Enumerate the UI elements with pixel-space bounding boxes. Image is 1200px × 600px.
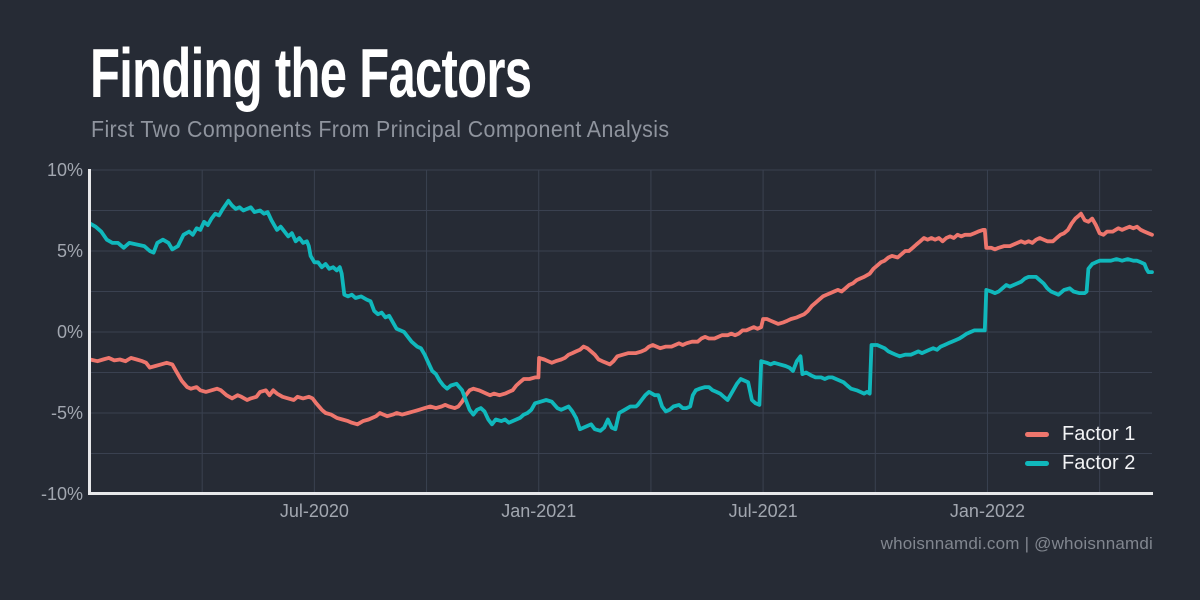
y-axis-tick-label: 10% [46,160,83,180]
legend-label: Factor 1 [1062,423,1136,445]
legend-label: Factor 2 [1062,452,1136,474]
attribution-text: whoisnnamdi.com | @whoisnnamdi [880,534,1153,553]
x-axis-tick-label: Jul-2020 [279,501,349,521]
series-line-factor-1 [88,211,1154,427]
series-line-factor-2 [88,198,1154,433]
y-axis-tick-label: -10% [40,484,83,504]
legend-item-factor-2: Factor 2 [1025,450,1135,476]
gridlines [90,169,1152,493]
chart-subtitle: First Two Components From Principal Comp… [91,116,670,142]
factor-1-color-swatch [1025,431,1049,437]
x-axis-tick-label: Jul-2021 [728,501,798,521]
y-axis-tick-label: -5% [50,403,83,423]
x-axis-tick-label: Jan-2021 [501,501,577,521]
factor-2-color-swatch [1025,460,1049,466]
x-axis-tick-label: Jan-2022 [949,501,1025,521]
y-axis-tick-label: 0% [56,322,83,342]
chart-title: Finding the Factors [90,34,532,112]
y-axis-tick-label: 5% [56,241,83,261]
legend-item-factor-1: Factor 1 [1025,421,1135,447]
